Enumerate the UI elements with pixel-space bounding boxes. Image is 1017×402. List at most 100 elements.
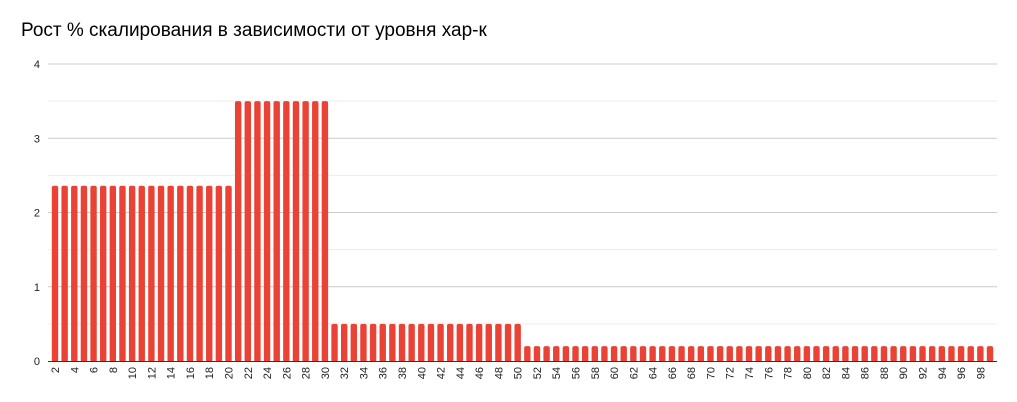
bar-66 [668, 346, 676, 362]
bar-28 [302, 101, 309, 362]
bar-46 [475, 323, 483, 362]
bar-65 [659, 346, 666, 362]
x-tick-label: 8 [108, 367, 120, 373]
bar-30 [321, 101, 329, 362]
x-tick-label: 36 [378, 367, 390, 379]
bar-25 [273, 101, 280, 362]
bar-68 [687, 346, 695, 362]
x-tick-label: 48 [493, 367, 505, 379]
bar-57 [581, 346, 589, 362]
bar-80 [803, 346, 811, 362]
bar-9 [119, 185, 126, 362]
bar-19 [215, 185, 223, 362]
bar-53 [543, 346, 550, 362]
bar-87 [871, 346, 878, 362]
bar-4 [71, 185, 78, 362]
bar-91 [909, 346, 917, 362]
x-tick-label: 62 [628, 367, 640, 379]
bar-85 [851, 346, 859, 362]
y-tick-label: 1 [34, 282, 40, 294]
bar-99 [986, 346, 994, 362]
bar-67 [678, 346, 685, 362]
bar-35 [369, 323, 377, 362]
bar-60 [610, 346, 618, 362]
bar-48 [495, 323, 502, 362]
bar-37 [389, 323, 396, 362]
bar-71 [716, 346, 724, 362]
bar-79 [794, 346, 801, 362]
bar-98 [977, 346, 984, 362]
bar-62 [630, 346, 637, 362]
bar-15 [177, 185, 184, 362]
x-tick-label: 56 [571, 367, 583, 379]
bar-77 [774, 346, 782, 362]
bar-3 [61, 185, 68, 362]
x-tick-label: 54 [551, 367, 563, 379]
bar-2 [51, 185, 59, 362]
x-tick-label: 74 [744, 367, 756, 379]
x-tick-label: 90 [898, 367, 910, 379]
bar-51 [524, 346, 531, 362]
x-tick-label: 38 [397, 367, 409, 379]
x-tick-label: 98 [975, 367, 987, 379]
x-tick-label: 22 [243, 367, 255, 379]
x-tick-label: 10 [127, 367, 139, 379]
chart-title: Рост % скалирования в зависимости от уро… [21, 20, 487, 41]
y-tick-label: 2 [34, 208, 40, 220]
x-tick-label: 70 [705, 367, 717, 379]
x-tick-label: 72 [725, 367, 737, 379]
bar-39 [408, 323, 415, 362]
y-tick-label: 4 [34, 59, 40, 71]
x-tick-label: 6 [89, 367, 101, 373]
x-tick-label: 32 [339, 367, 351, 379]
x-tick-label: 44 [455, 367, 467, 379]
bar-94 [938, 346, 946, 362]
bar-86 [861, 346, 868, 362]
x-tick-label: 86 [860, 367, 872, 379]
bar-52 [533, 346, 541, 362]
x-tick-label: 80 [802, 367, 814, 379]
x-tick-label: 2 [50, 367, 62, 373]
x-tick-label: 60 [609, 367, 621, 379]
x-tick-label: 18 [204, 367, 216, 379]
x-tick-label: 28 [301, 367, 313, 379]
bar-13 [157, 185, 165, 362]
bar-14 [167, 185, 174, 362]
bar-76 [765, 346, 772, 362]
bar-75 [755, 346, 762, 362]
bar-18 [206, 185, 213, 362]
bar-24 [263, 101, 271, 362]
bar-64 [649, 346, 656, 362]
x-tick-label: 14 [166, 367, 178, 379]
bar-20 [225, 185, 232, 362]
bar-34 [360, 323, 367, 362]
bar-59 [601, 346, 608, 362]
bar-7 [99, 185, 107, 362]
bar-17 [196, 185, 203, 362]
bar-31 [331, 323, 338, 362]
x-tick-label: 52 [532, 367, 544, 379]
y-tick-label: 0 [34, 356, 40, 368]
bar-72 [726, 346, 733, 362]
bar-70 [707, 346, 714, 362]
bar-47 [485, 323, 492, 362]
bar-63 [639, 346, 647, 362]
bar-27 [292, 101, 300, 362]
bar-45 [466, 323, 473, 362]
x-tick-label: 96 [956, 367, 968, 379]
bar-5 [80, 185, 88, 362]
bar-8 [109, 185, 117, 362]
bar-73 [736, 346, 743, 362]
bar-42 [437, 323, 444, 362]
x-tick-label: 50 [513, 367, 525, 379]
bar-10 [128, 185, 136, 362]
x-tick-label: 42 [436, 367, 448, 379]
bar-49 [504, 323, 512, 362]
bar-23 [254, 101, 261, 362]
x-tick-label: 16 [185, 367, 197, 379]
x-tick-label: 66 [667, 367, 679, 379]
bar-56 [572, 346, 579, 362]
bar-93 [928, 346, 936, 362]
bar-16 [186, 185, 194, 362]
